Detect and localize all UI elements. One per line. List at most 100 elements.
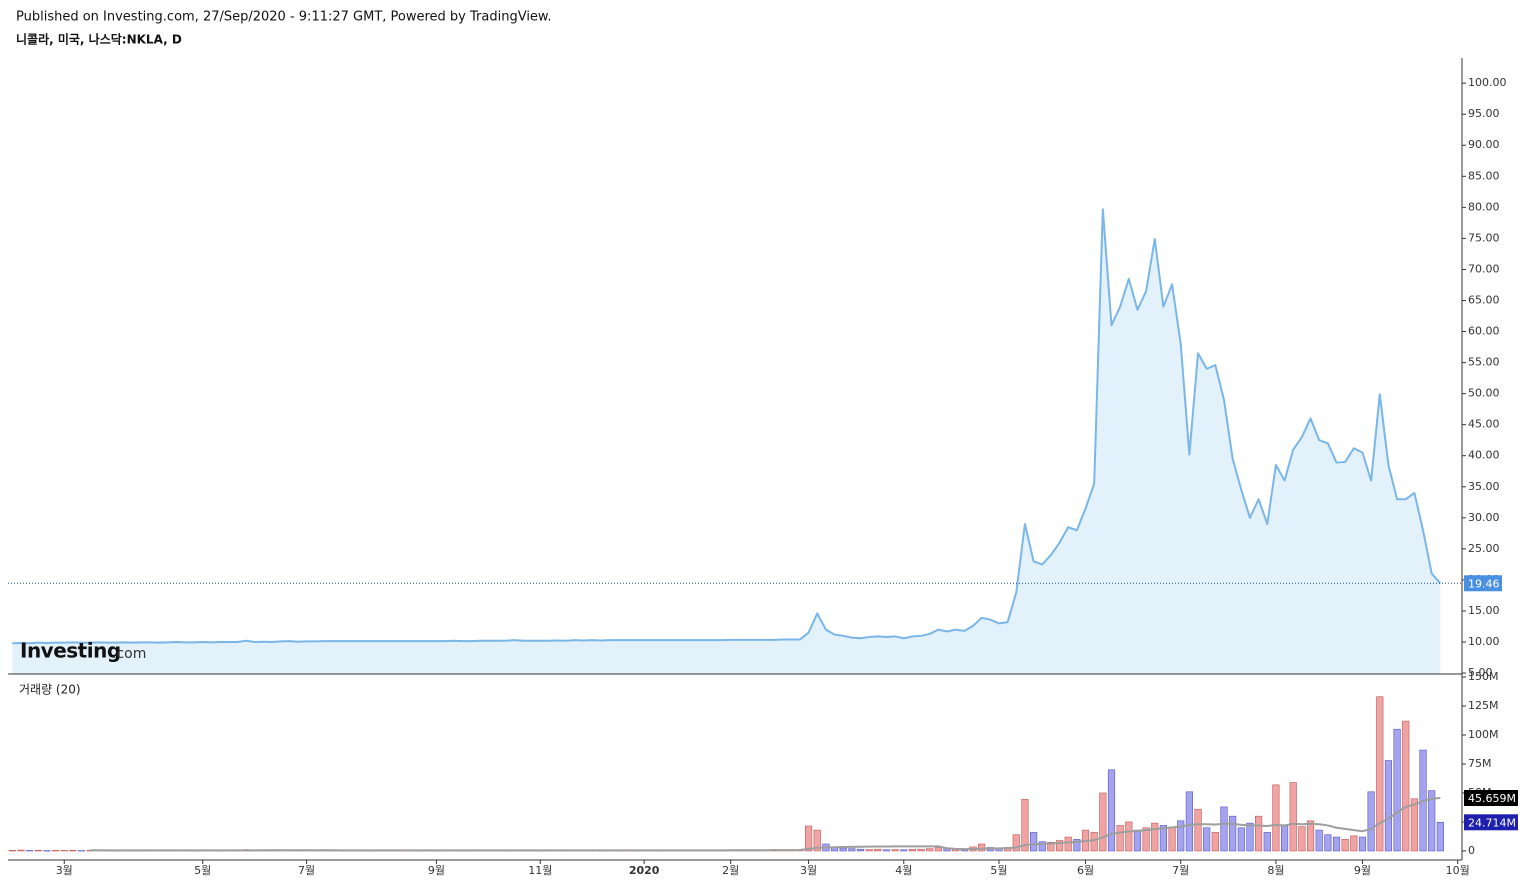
volume-bar	[60, 850, 68, 852]
volume-y-tick-label: 75M	[1468, 757, 1492, 770]
y-tick-label: 5.00	[1468, 666, 1493, 679]
volume-bar	[52, 850, 60, 852]
x-tick-label: 8월	[1267, 864, 1284, 877]
volume-bar	[1021, 799, 1029, 852]
y-tick-label: 70.00	[1468, 262, 1500, 275]
volume-bar	[1030, 832, 1038, 852]
volume-bar	[882, 849, 891, 852]
x-tick-label: 9월	[1354, 864, 1371, 877]
volume-bar	[1107, 769, 1116, 852]
volume-bar	[1229, 815, 1237, 852]
volume-bar	[1038, 841, 1046, 852]
x-tick-label: 5월	[194, 864, 211, 877]
volume-bar	[917, 848, 925, 852]
volume-bar	[1358, 836, 1367, 852]
volume-bar	[34, 849, 42, 852]
x-tick-label: 2020	[629, 864, 660, 877]
volume-bar	[1090, 832, 1098, 852]
volume-y-tick-label: 125M	[1468, 699, 1499, 712]
volume-bar	[813, 829, 821, 852]
x-tick-label: 2월	[722, 864, 739, 877]
volume-bar	[1151, 822, 1159, 852]
volume-bar	[1315, 829, 1323, 852]
volume-pane	[8, 696, 1444, 852]
volume-bar	[1237, 827, 1245, 852]
x-tick-label: 3월	[56, 864, 73, 877]
volume-y-tick-label: 150M	[1468, 670, 1499, 683]
x-tick-label: 11월	[528, 864, 552, 877]
volume-bar	[839, 847, 847, 852]
y-tick-label: 85.00	[1468, 169, 1500, 182]
last-price-label: 19.46	[1468, 577, 1500, 590]
symbol-title: 니콜라, 미국, 나스닥:NKLA, D	[16, 32, 182, 47]
volume-bar	[1047, 841, 1055, 852]
volume-bar	[978, 843, 986, 852]
volume-bar	[1116, 825, 1124, 852]
volume-bar	[1263, 832, 1271, 852]
volume-bar	[926, 848, 934, 852]
y-tick-label: 60.00	[1468, 325, 1500, 338]
watermark-domain: .com	[112, 646, 146, 662]
volume-last-box	[1464, 790, 1518, 807]
volume-bar	[891, 849, 899, 852]
x-tick-label: 10월	[1446, 864, 1470, 877]
x-tick-label: 7월	[1172, 864, 1189, 877]
volume-bar	[1142, 827, 1150, 852]
y-tick-label: 30.00	[1468, 511, 1500, 524]
volume-bar	[1168, 827, 1176, 852]
y-tick-label: 45.00	[1468, 418, 1500, 431]
x-tick-label: 6월	[1077, 864, 1094, 877]
volume-bar	[1133, 829, 1142, 852]
y-tick-label: 90.00	[1468, 138, 1500, 151]
y-tick-label: 95.00	[1468, 107, 1500, 120]
volume-bar	[8, 850, 16, 852]
price-area	[12, 209, 1441, 674]
volume-bar	[1428, 790, 1436, 852]
volume-bar	[69, 849, 77, 852]
volume-bar	[874, 848, 882, 852]
volume-bar	[1194, 808, 1202, 852]
y-tick-label: 35.00	[1468, 480, 1500, 493]
volume-bar	[804, 825, 813, 852]
y-tick-label: 55.00	[1468, 356, 1500, 369]
volume-bar	[1324, 834, 1332, 852]
volume-bar	[43, 850, 51, 852]
watermark-brand: Investing	[20, 639, 121, 663]
volume-bar	[1393, 728, 1401, 852]
volume-bar	[856, 848, 865, 852]
volume-bar	[848, 848, 856, 852]
x-tick-label: 9월	[428, 864, 445, 877]
volume-bar	[1402, 720, 1410, 852]
volume-bar	[1203, 827, 1211, 852]
volume-bar	[1185, 791, 1193, 852]
y-tick-label: 25.00	[1468, 542, 1500, 555]
volume-bar	[1211, 832, 1219, 852]
volume-bar	[1306, 820, 1315, 852]
volume-bar	[1099, 792, 1107, 852]
volume-last-label: 45.659M	[1468, 792, 1516, 805]
x-tick-label: 4월	[895, 864, 912, 877]
volume-bar	[1220, 806, 1228, 852]
volume-bar	[1055, 840, 1064, 852]
volume-bar	[1289, 782, 1297, 852]
price-line	[12, 208, 1442, 645]
volume-bar	[1073, 839, 1081, 852]
volume-bar	[1350, 835, 1358, 852]
volume-ma-line	[90, 797, 1441, 852]
volume-last-label: 24.714M	[1468, 816, 1516, 829]
volume-title: 거래량 (20)	[19, 683, 81, 697]
price-pane	[12, 208, 1442, 674]
volume-bar	[1064, 836, 1072, 852]
y-tick-label: 65.00	[1468, 293, 1500, 306]
volume-bar	[1332, 836, 1341, 852]
volume-bar	[1012, 834, 1020, 852]
volume-bar	[900, 849, 908, 852]
volume-y-tick-label: 0	[1468, 844, 1475, 857]
volume-bar	[1341, 839, 1349, 852]
volume-bar	[908, 849, 917, 852]
published-note: Published on Investing.com, 27/Sep/2020 …	[16, 10, 552, 25]
y-tick-label: 50.00	[1468, 387, 1500, 400]
